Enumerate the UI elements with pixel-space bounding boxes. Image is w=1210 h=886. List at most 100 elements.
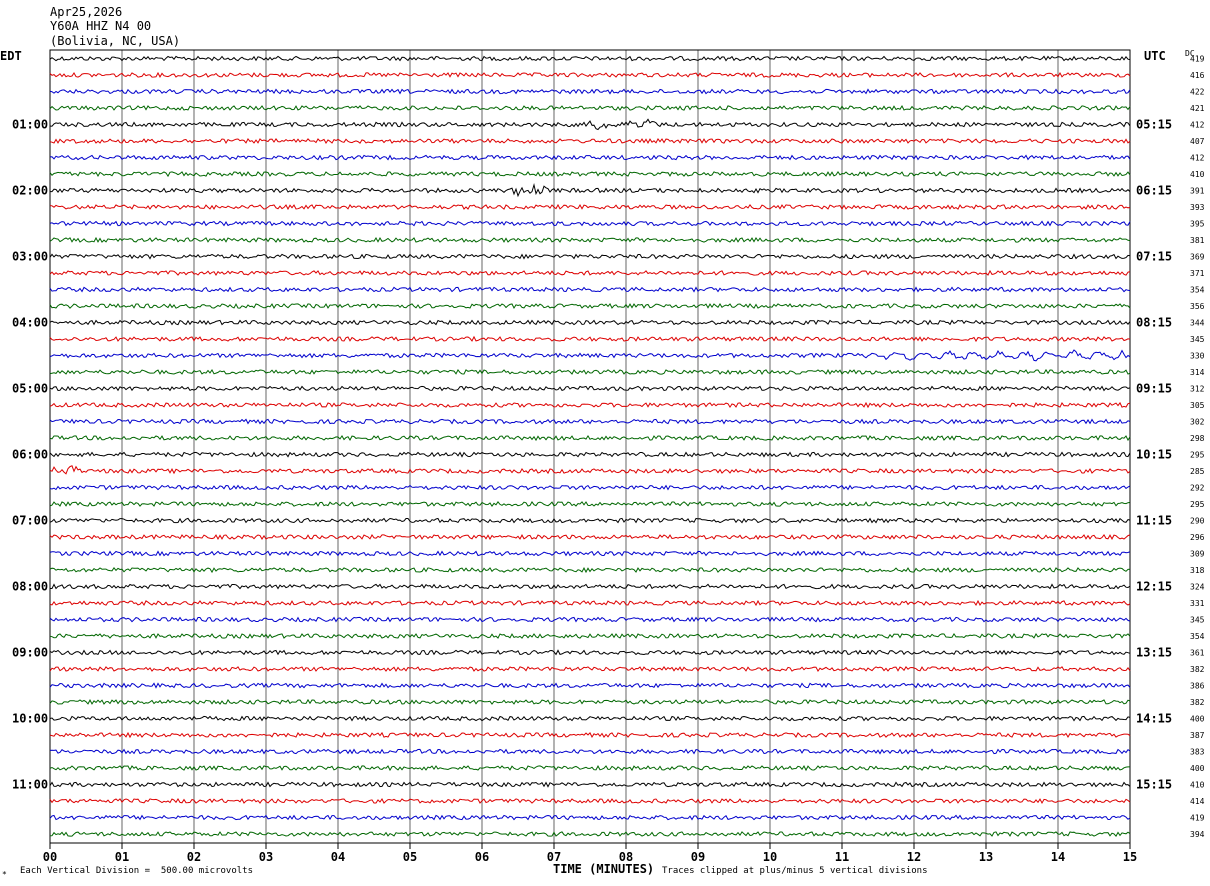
dc-value-label: 309 [1190,550,1205,559]
dc-value-label: 298 [1190,434,1205,443]
x-tick-label: 13 [979,850,993,864]
dc-value-label: 361 [1190,649,1205,658]
trace-line [49,517,1131,524]
trace-line [49,368,1131,375]
left-hour-label: 06:00 [12,448,48,462]
x-tick-label: 08 [619,850,633,864]
trace-line [49,550,1131,557]
header-date: Apr25,2026 [50,5,123,19]
left-hour-label: 01:00 [12,118,48,132]
dc-value-label: 386 [1190,682,1205,691]
trace-line [49,154,1131,161]
x-tick-label: 03 [259,850,273,864]
x-tick-label: 01 [115,850,129,864]
left-timezone-label: EDT [0,49,22,63]
trace-line [49,137,1131,145]
x-tick-label: 11 [835,850,849,864]
header-location: (Bolivia, NC, USA) [50,34,181,48]
trace-line [49,632,1131,639]
x-tick-label: 07 [547,850,561,864]
trace-line [49,335,1131,343]
dc-value-label: 422 [1190,88,1205,97]
clip-note: Traces clipped at plus/minus 5 vertical … [662,866,928,876]
dc-value-label: 412 [1190,154,1205,163]
trace-line [49,170,1131,178]
trace-line [49,715,1131,722]
dc-value-label: 369 [1190,253,1205,262]
scale-note: Each Vertical Division = 500.00 microvol… [20,866,253,876]
dc-value-label: 400 [1190,715,1205,724]
trace-line [49,434,1131,442]
dc-value-label: 314 [1190,368,1205,377]
trace-line [49,220,1131,227]
dc-value-label: 305 [1190,401,1205,410]
trace-line [49,798,1131,805]
dc-value-label: 324 [1190,583,1205,592]
dc-value-label: 394 [1190,830,1205,839]
dc-value-label: 410 [1190,781,1205,790]
trace-line [49,649,1131,656]
trace-line [49,465,1131,475]
trace-line [49,236,1131,243]
right-hour-label: 14:15 [1136,712,1172,726]
trace-line [49,616,1131,623]
left-hour-label: 10:00 [12,712,48,726]
trace-line [49,533,1131,541]
trace-line [49,451,1131,458]
dc-value-label: 393 [1190,203,1205,212]
dc-value-label: 296 [1190,533,1205,542]
trace-line [49,682,1131,689]
dc-value-label: 414 [1190,797,1205,806]
left-hour-label: 05:00 [12,382,48,396]
dc-value-label: 419 [1190,55,1205,64]
right-hour-label: 15:15 [1136,778,1172,792]
dc-value-label: 331 [1190,599,1205,608]
dc-value-label: 356 [1190,302,1205,311]
right-hour-label: 10:15 [1136,448,1172,462]
right-hour-label: 07:15 [1136,250,1172,264]
dc-value-label: 345 [1190,335,1205,344]
trace-line [49,302,1131,310]
x-tick-label: 14 [1051,850,1065,864]
right-timezone-label: UTC [1144,49,1166,63]
trace-line [49,418,1131,425]
left-hour-label: 02:00 [12,184,48,198]
right-hour-label: 08:15 [1136,316,1172,330]
dc-value-label: 302 [1190,418,1205,427]
trace-line [49,253,1131,260]
dc-value-label: 312 [1190,385,1205,394]
dc-value-label: 382 [1190,698,1205,707]
x-tick-label: 15 [1123,850,1137,864]
trace-line [49,269,1131,276]
trace-line [49,484,1131,491]
left-hour-label: 04:00 [12,316,48,330]
trace-line [49,349,1131,362]
trace-line [49,567,1131,574]
x-tick-label: 10 [763,850,777,864]
dc-value-label: 292 [1190,484,1205,493]
trace-line [49,764,1130,772]
x-tick-label: 04 [331,850,345,864]
x-tick-label: 09 [691,850,705,864]
trace-line [49,71,1131,78]
dc-value-label: 395 [1190,220,1205,229]
dc-value-label: 412 [1190,121,1205,130]
trace-line [49,748,1131,755]
dc-value-label: 391 [1190,187,1205,196]
trace-line [50,182,1131,198]
trace-line [49,814,1131,821]
right-hour-label: 13:15 [1136,646,1172,660]
trace-line [50,583,1131,590]
dc-value-label: 387 [1190,731,1205,740]
dc-value-label: 290 [1190,517,1205,526]
dc-value-label: 419 [1190,814,1205,823]
dc-value-label: 354 [1190,286,1205,295]
plot-frame [49,49,1131,844]
left-hour-label: 11:00 [12,778,48,792]
x-axis-title: TIME (MINUTES) [553,862,655,876]
dc-value-label: 410 [1190,170,1205,179]
trace-line [49,203,1131,211]
trace-line [49,666,1131,673]
dc-value-label: 295 [1190,500,1205,509]
